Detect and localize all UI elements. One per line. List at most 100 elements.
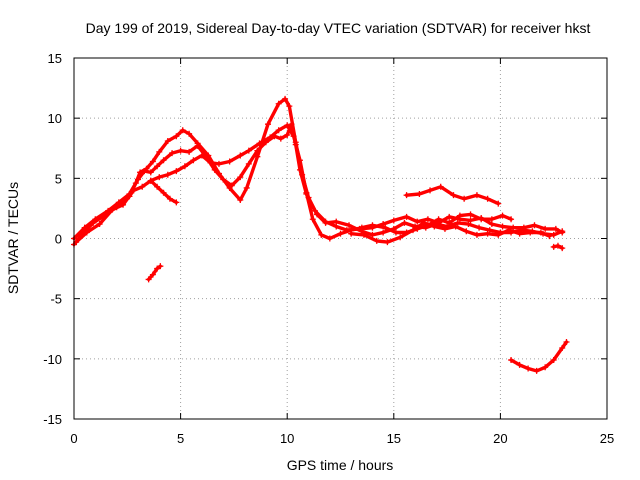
- data-point: [186, 130, 193, 137]
- data-point: [309, 216, 316, 223]
- data-point: [228, 182, 235, 189]
- data-point: [382, 224, 389, 231]
- data-point: [488, 216, 495, 223]
- data-point: [243, 184, 250, 191]
- x-tick-label: 20: [493, 431, 507, 446]
- data-series: [71, 95, 570, 374]
- data-point: [465, 221, 472, 228]
- grid-lines: [74, 58, 607, 419]
- data-point: [446, 213, 453, 220]
- data-point: [173, 199, 180, 206]
- data-point: [198, 152, 205, 159]
- data-point: [563, 338, 570, 345]
- data-point: [510, 224, 517, 231]
- data-point: [267, 134, 274, 141]
- y-tick-label: -5: [50, 292, 62, 307]
- data-point: [505, 227, 512, 234]
- data-point: [467, 217, 474, 224]
- data-point: [96, 221, 103, 228]
- data-point: [446, 219, 453, 226]
- data-point: [173, 133, 180, 140]
- series-track-g: [508, 338, 570, 374]
- x-tick-label: 0: [70, 431, 77, 446]
- data-point: [154, 163, 161, 170]
- y-tick-label: -15: [43, 412, 62, 427]
- series-track-e: [403, 183, 502, 207]
- data-point: [414, 218, 421, 225]
- data-point: [437, 183, 444, 190]
- data-point: [277, 135, 284, 142]
- data-point: [160, 157, 167, 164]
- data-point: [333, 223, 340, 230]
- data-point: [369, 231, 376, 238]
- data-point: [373, 237, 380, 244]
- data-point: [531, 222, 538, 229]
- data-point: [559, 345, 566, 352]
- data-point: [145, 276, 152, 283]
- data-point: [478, 216, 485, 223]
- data-point: [139, 183, 146, 190]
- data-point: [149, 271, 156, 278]
- data-point: [542, 364, 549, 371]
- data-point: [559, 245, 566, 252]
- data-point: [550, 243, 557, 250]
- data-point: [156, 174, 163, 181]
- y-tick-label: 10: [48, 111, 62, 126]
- data-point: [109, 206, 116, 213]
- data-point: [207, 159, 214, 166]
- data-point: [237, 196, 244, 203]
- data-point: [318, 231, 325, 238]
- data-point: [83, 229, 90, 236]
- data-point: [141, 168, 148, 175]
- data-point: [369, 222, 376, 229]
- data-point: [166, 195, 173, 202]
- data-point: [211, 166, 218, 173]
- data-point: [525, 365, 532, 372]
- data-point: [495, 200, 502, 207]
- series-line: [146, 264, 162, 282]
- data-point: [403, 213, 410, 220]
- data-point: [450, 192, 457, 199]
- data-point: [190, 157, 197, 164]
- data-point: [476, 224, 483, 231]
- data-point: [486, 227, 493, 234]
- data-point: [134, 176, 141, 183]
- data-point: [463, 228, 470, 235]
- data-point: [245, 160, 252, 167]
- x-axis-label: GPS time / hours: [287, 457, 394, 473]
- data-point: [392, 229, 399, 236]
- series-track-c: [73, 122, 515, 246]
- data-point: [284, 132, 291, 139]
- data-point: [226, 158, 233, 165]
- data-point: [552, 225, 559, 232]
- data-point: [237, 174, 244, 181]
- data-point: [157, 263, 164, 270]
- data-point: [416, 190, 423, 197]
- y-axis-label: SDTVAR / TECUs: [5, 182, 21, 294]
- data-point: [427, 187, 434, 194]
- series-track-h: [550, 242, 566, 252]
- data-point: [431, 223, 438, 230]
- data-point: [282, 95, 289, 102]
- data-point: [461, 195, 468, 202]
- data-point: [550, 357, 557, 364]
- data-point: [467, 211, 474, 218]
- data-point: [495, 231, 502, 238]
- data-point: [516, 230, 523, 237]
- data-point: [194, 142, 201, 149]
- data-point: [516, 361, 523, 368]
- data-point: [441, 225, 448, 232]
- data-point: [401, 219, 408, 226]
- data-point: [473, 192, 480, 199]
- data-point: [508, 216, 515, 223]
- series-track-d: [348, 219, 553, 246]
- y-tick-label: 15: [48, 51, 62, 66]
- plot-frame: [73, 57, 608, 420]
- y-tick-label: -10: [43, 352, 62, 367]
- data-point: [508, 357, 515, 364]
- axis-ticks: 0 5 10 15 20 25 -15 -10 -5 0 5 10 15: [43, 51, 614, 446]
- data-point: [542, 225, 549, 232]
- data-point: [296, 157, 303, 164]
- data-point: [456, 212, 463, 219]
- series-track-i: [147, 177, 180, 206]
